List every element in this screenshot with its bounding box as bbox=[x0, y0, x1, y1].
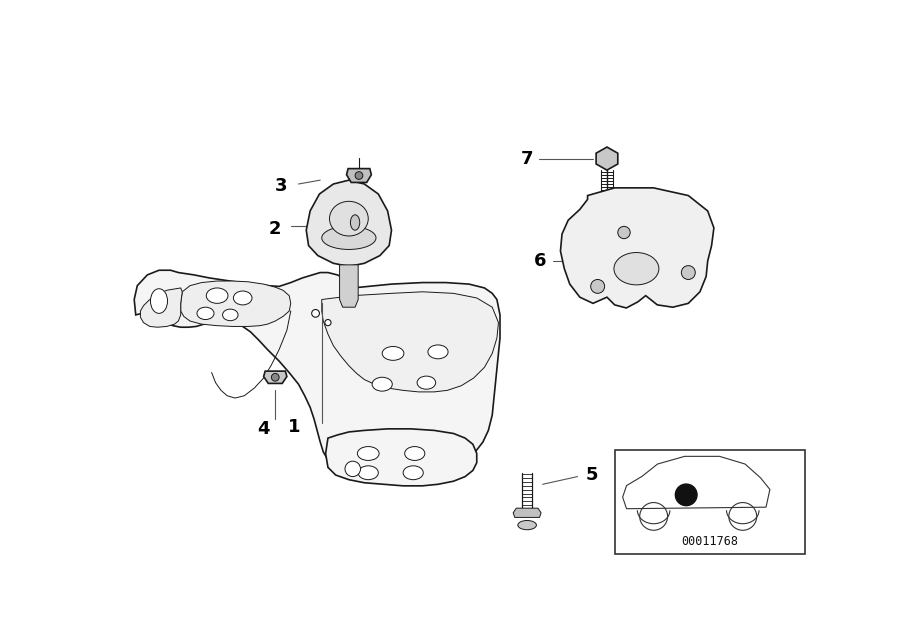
Ellipse shape bbox=[322, 226, 376, 250]
Text: 5: 5 bbox=[585, 466, 598, 484]
Ellipse shape bbox=[350, 215, 360, 231]
Ellipse shape bbox=[358, 466, 378, 479]
Polygon shape bbox=[513, 508, 541, 518]
Circle shape bbox=[590, 279, 605, 293]
Ellipse shape bbox=[403, 466, 423, 479]
Text: 4: 4 bbox=[257, 420, 270, 438]
Circle shape bbox=[272, 373, 279, 381]
Polygon shape bbox=[596, 147, 617, 170]
Text: 00011768: 00011768 bbox=[681, 535, 738, 547]
Ellipse shape bbox=[405, 446, 425, 460]
Polygon shape bbox=[561, 188, 714, 308]
Ellipse shape bbox=[233, 291, 252, 305]
Polygon shape bbox=[134, 271, 500, 472]
Circle shape bbox=[311, 309, 320, 318]
Ellipse shape bbox=[222, 309, 238, 321]
Text: 7: 7 bbox=[521, 150, 534, 168]
Ellipse shape bbox=[614, 253, 659, 285]
Ellipse shape bbox=[206, 288, 228, 304]
Circle shape bbox=[681, 265, 696, 279]
Circle shape bbox=[325, 319, 331, 326]
Polygon shape bbox=[346, 169, 372, 182]
Ellipse shape bbox=[329, 201, 368, 236]
Circle shape bbox=[617, 226, 630, 239]
Ellipse shape bbox=[518, 521, 536, 530]
Ellipse shape bbox=[382, 347, 404, 360]
Ellipse shape bbox=[372, 377, 392, 391]
Ellipse shape bbox=[197, 307, 214, 319]
Ellipse shape bbox=[428, 345, 448, 359]
Ellipse shape bbox=[357, 446, 379, 460]
Polygon shape bbox=[306, 180, 392, 267]
Text: 6: 6 bbox=[534, 252, 546, 270]
Circle shape bbox=[356, 171, 363, 179]
Ellipse shape bbox=[150, 289, 167, 313]
Polygon shape bbox=[322, 292, 499, 392]
Ellipse shape bbox=[417, 376, 436, 389]
Polygon shape bbox=[264, 371, 287, 384]
Polygon shape bbox=[140, 288, 182, 327]
Polygon shape bbox=[339, 265, 358, 307]
Text: 3: 3 bbox=[275, 177, 288, 196]
Polygon shape bbox=[326, 429, 477, 486]
Text: 2: 2 bbox=[269, 220, 282, 237]
FancyBboxPatch shape bbox=[615, 450, 805, 554]
Circle shape bbox=[345, 461, 361, 477]
Circle shape bbox=[675, 484, 697, 505]
Text: 1: 1 bbox=[288, 418, 301, 436]
Polygon shape bbox=[181, 281, 291, 326]
